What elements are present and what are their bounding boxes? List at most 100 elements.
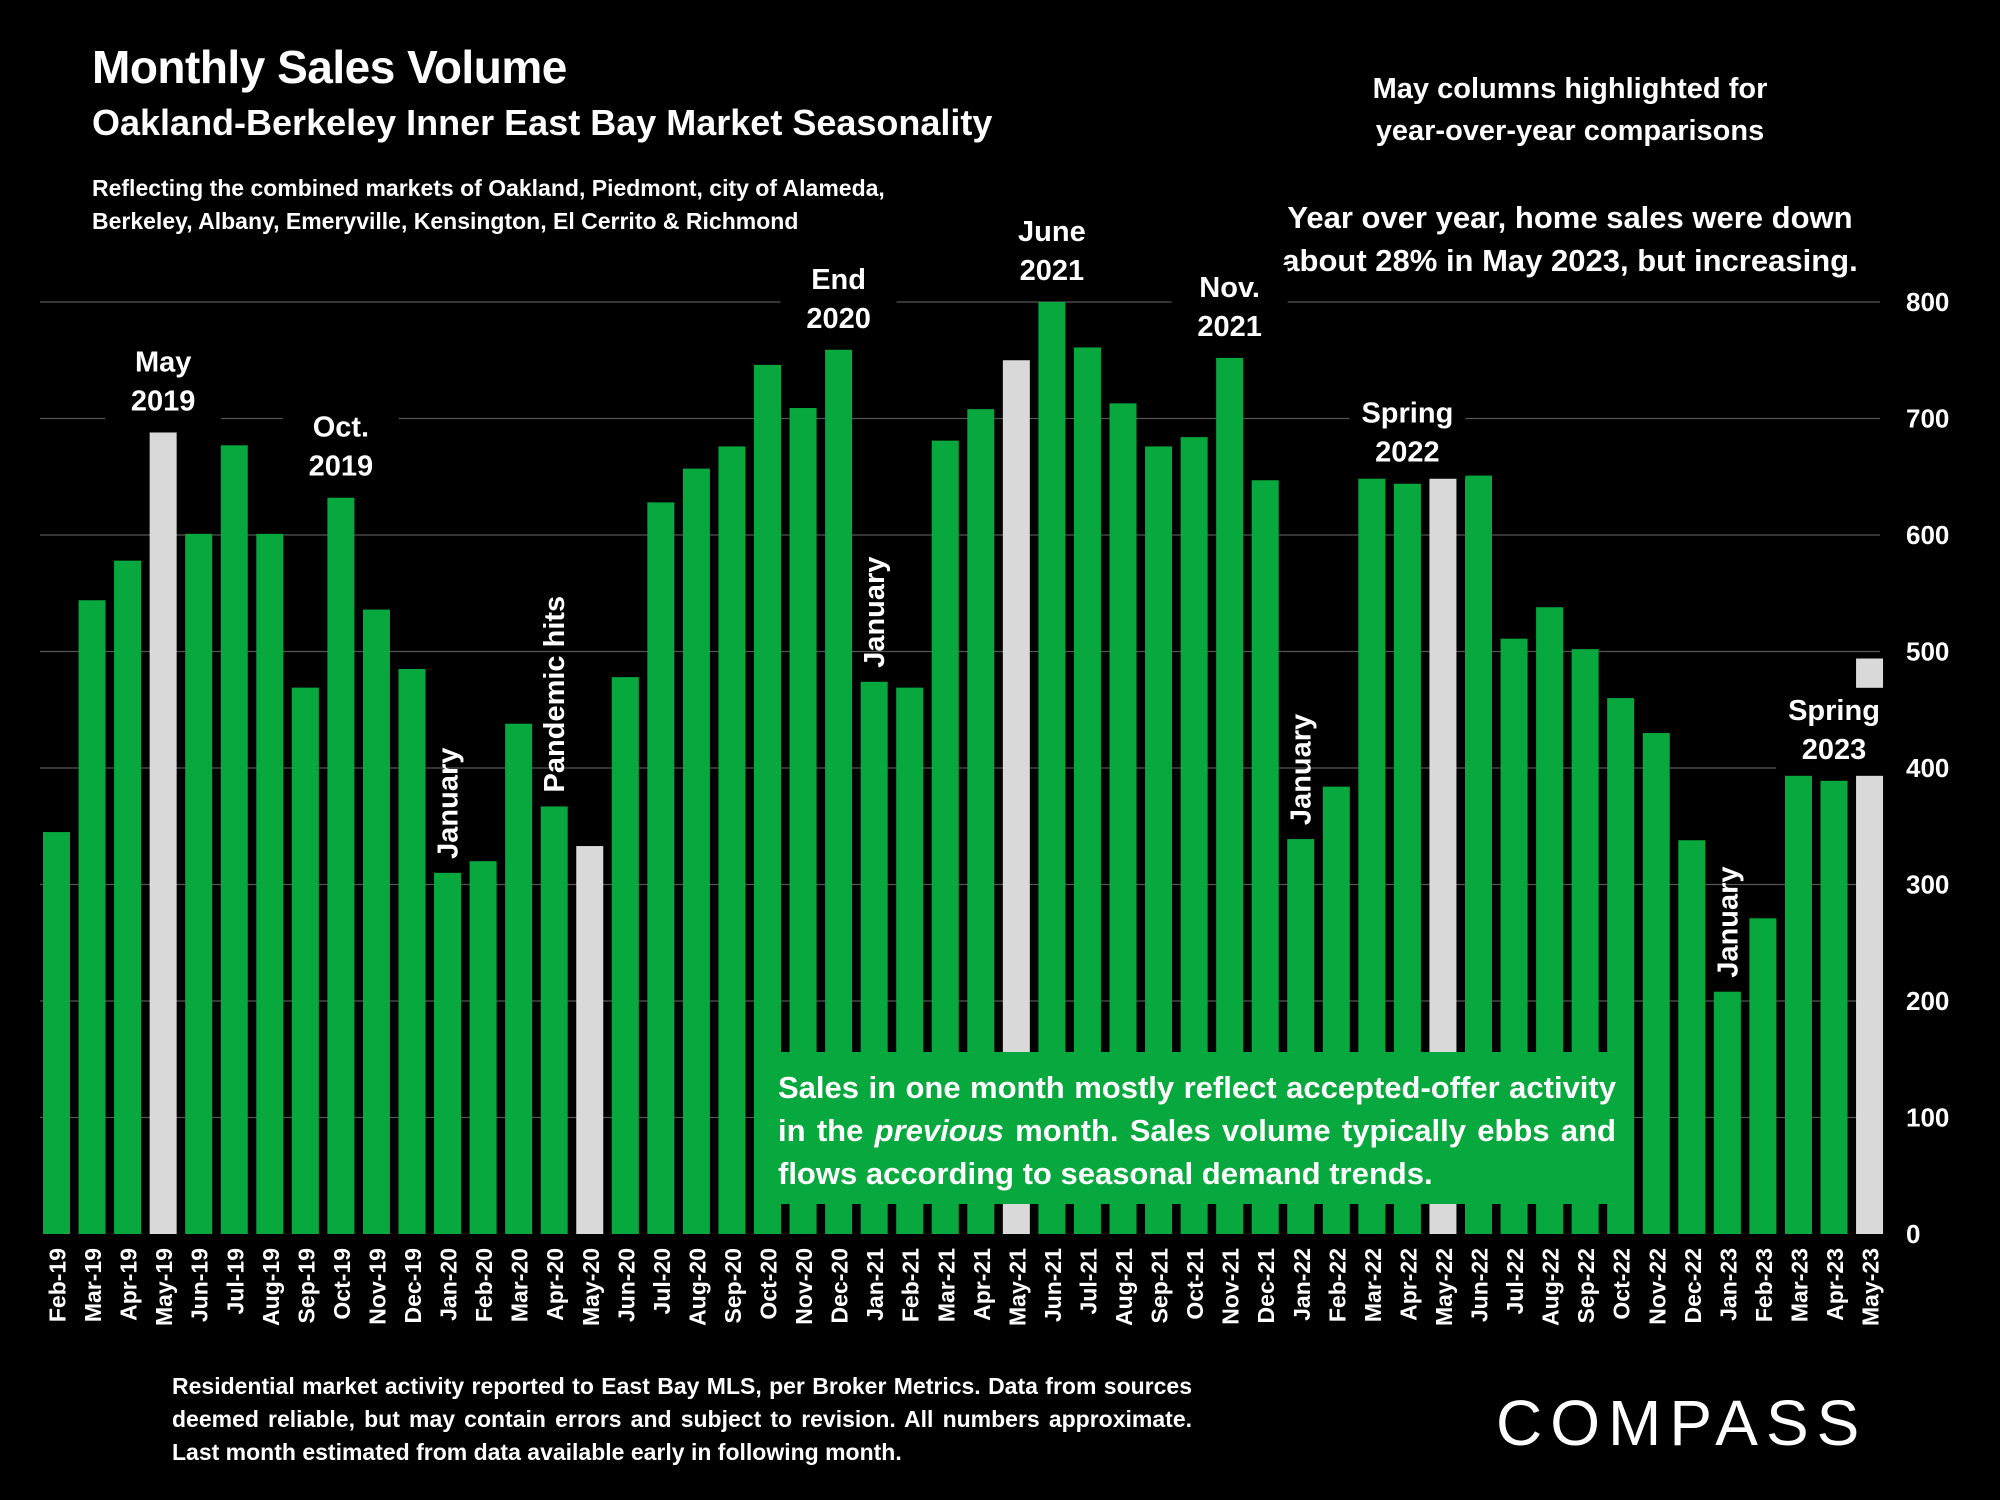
x-tick-label: Oct-19 — [329, 1248, 355, 1320]
x-tick-label: Mar-20 — [507, 1248, 533, 1322]
bar-Jan-23 — [1713, 991, 1741, 1234]
annotation-Dec-20: End 2020 — [780, 256, 897, 345]
annotation-backdrop — [105, 339, 222, 428]
annotation-line: Spring — [1361, 398, 1453, 430]
x-tick-label: Mar-19 — [80, 1248, 106, 1322]
bar-Apr-19 — [114, 560, 142, 1234]
annotation-Jan-23: January — [1712, 866, 1744, 977]
x-tick-label: May-20 — [578, 1248, 604, 1326]
x-tick-label: Jan-23 — [1715, 1248, 1741, 1321]
bar-May-19 — [149, 432, 177, 1235]
annotation-Apr-23: Spring 2023 — [1776, 687, 1892, 776]
annotation-line: 2022 — [1375, 437, 1440, 469]
annotation-Jun-21: June 2021 — [993, 209, 1110, 297]
bar-Dec-19 — [398, 668, 426, 1234]
x-tick-label: Apr-19 — [116, 1248, 142, 1321]
annotation-May-19: May 2019 — [105, 339, 222, 428]
x-tick-label: Sep-20 — [720, 1248, 746, 1323]
x-tick-label: Apr-21 — [969, 1248, 995, 1321]
x-tick-label: Oct-22 — [1609, 1248, 1635, 1320]
bar-Nov-19 — [362, 609, 390, 1234]
x-tick-label: Aug-22 — [1538, 1248, 1564, 1326]
annotation-Jan-20: January — [433, 748, 465, 859]
y-tick-label: 100 — [1906, 1103, 1949, 1133]
bar-Apr-23 — [1820, 780, 1848, 1234]
annotation-line: 2019 — [309, 451, 374, 483]
y-tick-label: 500 — [1906, 637, 1949, 667]
x-tick-label: Jul-22 — [1502, 1248, 1528, 1314]
bar-Dec-22 — [1678, 840, 1706, 1234]
x-tick-label: Aug-21 — [1111, 1248, 1137, 1326]
annotation-Apr-22: Spring 2022 — [1349, 390, 1466, 479]
x-tick-label: Dec-21 — [1253, 1248, 1279, 1324]
x-tick-label: Aug-19 — [258, 1248, 284, 1326]
box-text-italic: previous — [874, 1113, 1004, 1148]
x-tick-label: Feb-23 — [1751, 1248, 1777, 1322]
x-tick-label: Jun-20 — [613, 1248, 639, 1322]
x-tick-label: Jun-19 — [187, 1248, 213, 1322]
yoy-line-1: Year over year, home sales were down — [1287, 200, 1853, 235]
bar-Jul-20 — [647, 502, 675, 1234]
annotation-line: 2020 — [806, 303, 871, 335]
y-tick-label: 800 — [1906, 287, 1949, 317]
annotation-backdrop — [993, 209, 1110, 297]
annotation-backdrop — [780, 256, 897, 345]
x-tick-label: Oct-21 — [1182, 1248, 1208, 1320]
bar-Sep-20 — [718, 446, 746, 1235]
bar-Mar-19 — [78, 600, 106, 1234]
x-tick-label: Feb-22 — [1324, 1248, 1350, 1322]
x-tick-label: Dec-19 — [400, 1248, 426, 1323]
x-tick-label: Jul-21 — [1075, 1248, 1101, 1315]
bar-Feb-19 — [43, 832, 70, 1234]
annotation-Jan-22: January — [1286, 714, 1318, 825]
annotation-backdrop — [1171, 264, 1288, 353]
bar-Apr-20 — [540, 806, 568, 1234]
x-tick-label: May-23 — [1858, 1248, 1884, 1326]
y-tick-label: 300 — [1906, 870, 1949, 900]
x-tick-label: Nov-22 — [1644, 1248, 1670, 1325]
annotation-line: Nov. — [1199, 272, 1260, 304]
annotation-line: 2023 — [1802, 734, 1867, 766]
annotation-line: End — [811, 264, 866, 296]
bar-Jan-20 — [434, 872, 462, 1234]
x-tick-label: Sep-22 — [1573, 1248, 1599, 1323]
box-text-after: month. Sales volume typically ebbs and f… — [778, 1113, 1616, 1191]
may-highlight-line-1: May columns highlighted for — [1372, 73, 1768, 105]
x-tick-label: Jun-21 — [1040, 1248, 1066, 1322]
source-footnote: Residential market activity reported to … — [172, 1373, 1192, 1465]
bar-Nov-22 — [1642, 733, 1670, 1234]
x-tick-label: May-22 — [1431, 1248, 1457, 1326]
x-tick-label: Mar-22 — [1360, 1248, 1386, 1322]
x-tick-label: Oct-20 — [756, 1248, 782, 1320]
x-tick-label: Jan-20 — [436, 1248, 462, 1321]
x-tick-label: Feb-19 — [45, 1248, 71, 1322]
annotation-line: 2019 — [131, 385, 196, 417]
annotation-backdrop — [1349, 390, 1466, 479]
x-tick-label: Mar-21 — [933, 1248, 959, 1322]
y-tick-label: 0 — [1906, 1219, 1920, 1249]
x-axis-ticks: Feb-19 Mar-19 Apr-19 May-19 Jun-19 Jul-19 Aug-… — [45, 1248, 1884, 1326]
annotation-line: June — [1018, 216, 1086, 248]
chart-title: Monthly Sales Volume — [92, 41, 567, 93]
x-tick-label: Apr-20 — [542, 1248, 568, 1321]
bar-Feb-20 — [469, 861, 497, 1234]
annotations: May 2019 Oct. 2019 January Pandemic hits End 20… — [105, 209, 1892, 978]
x-tick-label: Dec-22 — [1680, 1248, 1706, 1323]
bar-Jul-19 — [220, 445, 248, 1234]
box-text-before: Sales in one month mostly reflect accept… — [778, 1070, 1616, 1148]
y-tick-label: 200 — [1906, 986, 1949, 1016]
annotation-backdrop — [1776, 687, 1892, 776]
chart-description: Reflecting the combined markets of Oakla… — [92, 172, 992, 238]
bar-Sep-19 — [291, 687, 319, 1234]
may-highlight-note: May columns highlighted for year-over-ye… — [1280, 68, 1860, 152]
bar-Jun-19 — [185, 533, 213, 1234]
bar-Mar-20 — [505, 723, 533, 1234]
x-tick-label: Jun-22 — [1467, 1248, 1493, 1322]
annotation-line: Oct. — [313, 412, 369, 444]
chart-subtitle: Oakland-Berkeley Inner East Bay Market S… — [92, 102, 993, 143]
annotation-Oct-19: Oct. 2019 — [282, 404, 399, 493]
x-tick-label: Nov-20 — [791, 1248, 817, 1325]
compass-logo: COMPASS — [1496, 1387, 1868, 1459]
